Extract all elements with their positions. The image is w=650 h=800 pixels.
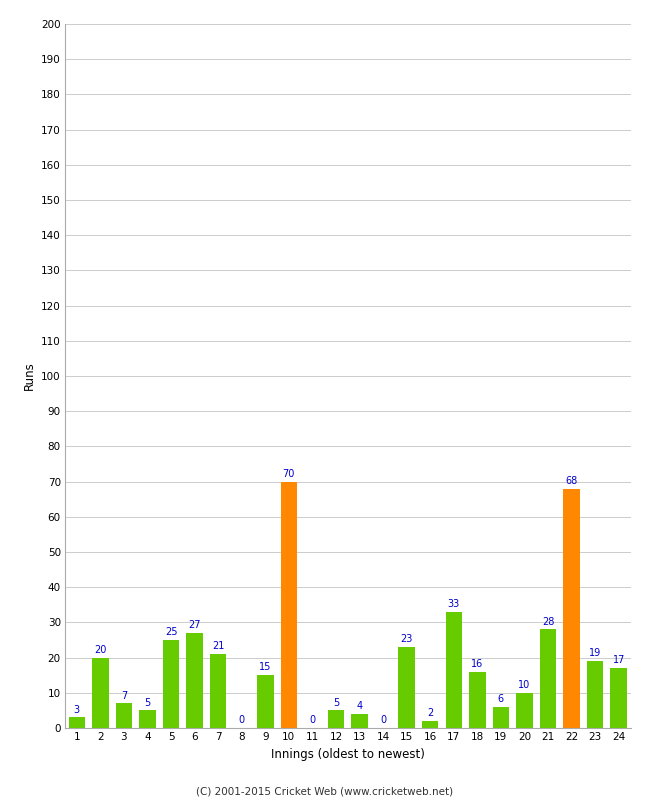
Bar [210,654,226,728]
Text: (C) 2001-2015 Cricket Web (www.cricketweb.net): (C) 2001-2015 Cricket Web (www.cricketwe… [196,786,454,796]
Text: 0: 0 [239,715,245,725]
Bar [68,718,85,728]
Text: 0: 0 [380,715,386,725]
Text: 5: 5 [144,698,151,707]
Bar [116,703,132,728]
X-axis label: Innings (oldest to newest): Innings (oldest to newest) [271,748,424,761]
Text: 3: 3 [73,705,80,714]
Text: 15: 15 [259,662,272,672]
Text: 5: 5 [333,698,339,707]
Text: 16: 16 [471,659,484,669]
Text: 70: 70 [283,469,295,478]
Text: 10: 10 [518,680,530,690]
Bar [587,661,603,728]
Bar [564,489,580,728]
Text: 33: 33 [448,599,460,609]
Text: 20: 20 [94,645,107,654]
Text: 19: 19 [589,648,601,658]
Text: 7: 7 [121,690,127,701]
Bar [610,668,627,728]
Bar [398,647,415,728]
Text: 28: 28 [542,617,554,626]
Bar [257,675,274,728]
Text: 0: 0 [309,715,315,725]
Bar [328,710,345,728]
Bar [422,721,439,728]
Bar [516,693,533,728]
Bar [162,640,179,728]
Bar [281,482,297,728]
Bar [540,630,556,728]
Bar [187,633,203,728]
Text: 25: 25 [165,627,177,637]
Bar [493,707,509,728]
Text: 2: 2 [427,708,434,718]
Text: 4: 4 [356,701,363,711]
Bar [139,710,156,728]
Bar [445,612,462,728]
Text: 6: 6 [498,694,504,704]
Text: 21: 21 [212,642,224,651]
Bar [469,672,486,728]
Bar [351,714,368,728]
Text: 17: 17 [612,655,625,666]
Bar [92,658,109,728]
Y-axis label: Runs: Runs [23,362,36,390]
Text: 23: 23 [400,634,413,644]
Text: 27: 27 [188,620,201,630]
Text: 68: 68 [566,476,578,486]
